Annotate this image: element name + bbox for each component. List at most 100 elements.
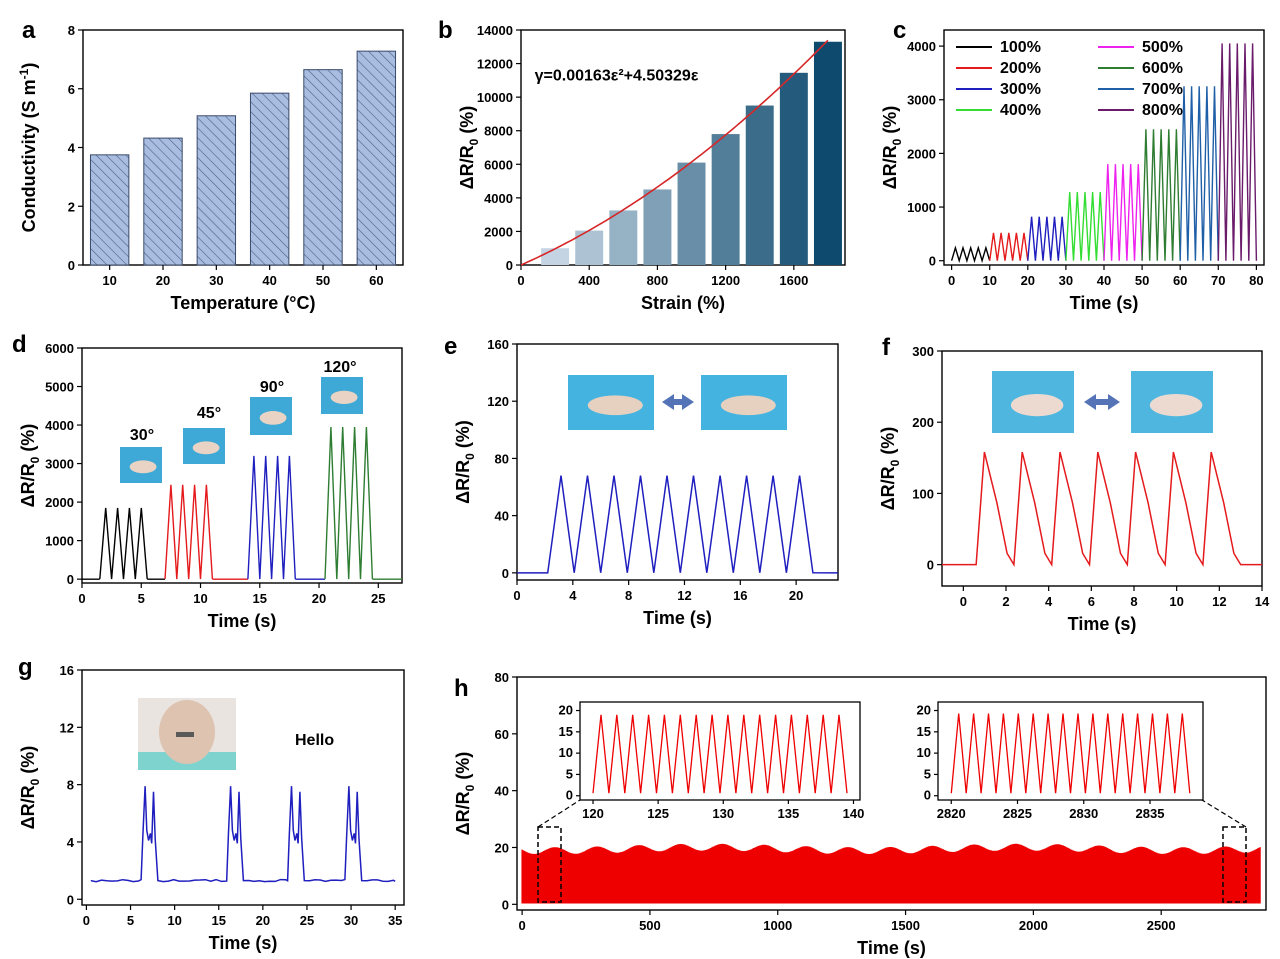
y-tick-label: 12 <box>60 720 74 735</box>
x-tick-label: 15 <box>253 591 267 606</box>
inset-frame <box>580 702 860 800</box>
x-tick-label: 50 <box>1135 273 1149 288</box>
y-tick-label: 0 <box>502 897 509 912</box>
x-tick-label: 0 <box>83 913 90 928</box>
photo-wrist-straight <box>568 375 654 430</box>
inset-x-tick-label: 2835 <box>1136 806 1165 821</box>
x-tick-label: 10 <box>982 273 996 288</box>
x-tick-label: 800 <box>647 273 669 288</box>
y-tick-label: 12000 <box>477 57 513 72</box>
legend-label-500%: 500% <box>1142 39 1183 56</box>
series-400% <box>1066 192 1104 261</box>
inset-x-tick-label: 130 <box>712 806 734 821</box>
series-300% <box>1028 217 1066 261</box>
x-tick-label: 60 <box>369 273 383 288</box>
zoom-connector <box>538 800 580 827</box>
x-tick-label: 14 <box>1255 594 1270 609</box>
angle-label-4: 120° <box>323 359 356 376</box>
y-tick-label: 0 <box>68 258 75 273</box>
photo-neck <box>138 698 236 770</box>
inset-y-tick-label: 5 <box>924 766 931 781</box>
photo-4 <box>321 377 363 414</box>
y-tick-label: 40 <box>495 784 509 799</box>
x-tick-label: 30 <box>344 913 358 928</box>
photo-1-hand <box>130 460 157 473</box>
x-tick-label: 8 <box>1130 594 1137 609</box>
photo-2-hand <box>193 441 220 454</box>
panel-label: f <box>882 334 891 361</box>
series-100% <box>952 248 990 261</box>
x-tick-label: 16 <box>733 588 747 603</box>
x-tick-label: 4 <box>1045 594 1053 609</box>
photo-2 <box>183 428 225 464</box>
panel-c: 0 1000 2000 3000 4000 0 10 20 30 40 50 60 70 80 Time (… <box>880 17 1264 313</box>
x-axis-label: Temperature (°C) <box>171 293 316 313</box>
series-wrist <box>517 476 838 573</box>
y-tick-label: 1000 <box>907 200 936 215</box>
x-tick-label: 40 <box>262 273 276 288</box>
x-tick-label: 0 <box>960 594 967 609</box>
x-axis-label: Strain (%) <box>641 293 725 313</box>
x-tick-label: 20 <box>1021 273 1035 288</box>
y-tick-label: 0 <box>502 566 509 581</box>
inset-y-tick-label: 0 <box>566 788 573 803</box>
x-tick-label: 20 <box>256 913 270 928</box>
y-axis-label: ΔR/R0 (%) <box>453 420 477 504</box>
x-axis-label: Time (s) <box>643 608 712 628</box>
y-tick-label: 6000 <box>484 157 513 172</box>
y-tick-label: 100 <box>912 486 934 501</box>
photo-1 <box>120 447 162 483</box>
x-tick-label: 10 <box>1169 594 1183 609</box>
x-axis-label: Time (s) <box>1068 614 1137 634</box>
x-axis-label: Time (s) <box>857 938 926 958</box>
x-tick-label: 70 <box>1211 273 1225 288</box>
x-tick-label: 8 <box>625 588 632 603</box>
x-tick-label: 2000 <box>1019 918 1048 933</box>
x-tick-label: 10 <box>193 591 207 606</box>
sensor-patch <box>176 732 194 737</box>
y-tick-label: 6 <box>68 82 75 97</box>
y-tick-label: 8 <box>68 23 75 38</box>
series-90° <box>248 456 295 579</box>
zoom-connector <box>1202 800 1246 827</box>
series-500% <box>1104 164 1142 261</box>
photo-elbow-bent <box>1131 371 1213 433</box>
series-120° <box>325 427 372 579</box>
x-tick-label: 5 <box>127 913 134 928</box>
bar-1200 <box>712 134 740 265</box>
y-tick-label: 0 <box>67 892 74 907</box>
inset-2: 0 5 10 15 20 2820 2825 2830 2835 <box>917 702 1203 821</box>
x-axis-label: Time (s) <box>1070 293 1139 313</box>
inset-x-tick-label: 140 <box>843 806 865 821</box>
legend-label-700%: 700% <box>1142 81 1183 98</box>
inset-x-tick-label: 2830 <box>1069 806 1098 821</box>
x-tick-label: 5 <box>138 591 145 606</box>
y-tick-label: 3000 <box>45 457 74 472</box>
x-tick-label: 1500 <box>891 918 920 933</box>
panel-b: 0 2000 4000 6000 8000 10000 12000 14000 0 400 800 1… <box>438 17 845 313</box>
panel-label: d <box>12 331 27 358</box>
x-tick-label: 25 <box>371 591 385 606</box>
series-700% <box>1180 86 1218 260</box>
panel-f: 0 100 200 300 0 2 4 6 8 10 12 14 Time (s) ΔR/R0 (%) f <box>878 334 1270 634</box>
y-tick-label: 4000 <box>45 418 74 433</box>
x-tick-label: 12 <box>1212 594 1226 609</box>
panel-label: h <box>454 675 469 702</box>
inset-y-tick-label: 10 <box>559 745 573 760</box>
panel-e: 040801201600 4 8 12 16 20Time (s)ΔR/R0 (%)e <box>444 333 838 628</box>
figure-canvas: 02468Temperature (°C)Conductivity (S m-1… <box>0 0 1280 959</box>
x-tick-label: 40 <box>1097 273 1111 288</box>
photo-4-hand <box>331 391 358 404</box>
plot-frame <box>83 30 403 265</box>
x-tick-label: 500 <box>639 918 661 933</box>
y-tick-label: 4000 <box>484 191 513 206</box>
y-tick-label: 0 <box>67 572 74 587</box>
legend-label-400%: 400% <box>1000 102 1041 119</box>
series-45° <box>165 485 212 579</box>
bar-600 <box>609 210 637 265</box>
series-800% <box>1218 43 1256 260</box>
y-tick-label: 8 <box>67 778 74 793</box>
y-axis-label: ΔR/R0 (%) <box>18 746 42 830</box>
y-tick-label: 14000 <box>477 23 513 38</box>
series-600% <box>1142 129 1180 260</box>
